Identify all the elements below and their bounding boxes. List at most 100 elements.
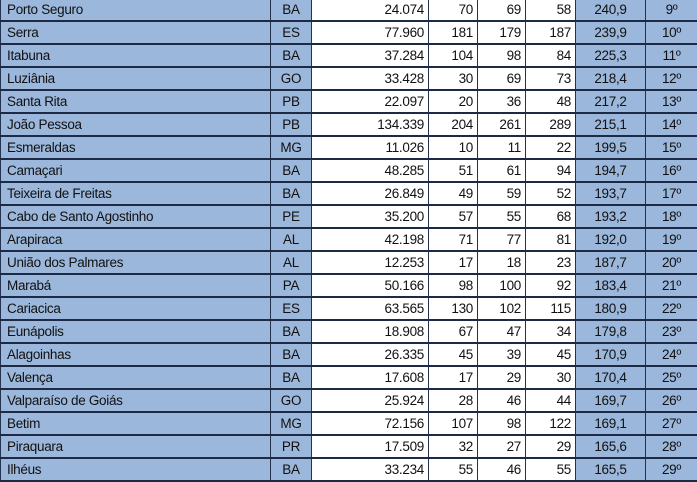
- count-a-cell: 55: [429, 458, 478, 481]
- count-c-cell: 122: [526, 412, 576, 435]
- count-c-cell: 55: [526, 458, 576, 481]
- count-b-cell: 61: [478, 159, 526, 182]
- count-a-cell: 107: [429, 412, 478, 435]
- rank-cell: 26º: [646, 389, 697, 412]
- count-c-cell: 45: [526, 343, 576, 366]
- population-cell: 35.200: [312, 205, 429, 228]
- count-c-cell: 81: [526, 228, 576, 251]
- count-a-cell: 49: [429, 182, 478, 205]
- count-c-cell: 48: [526, 90, 576, 113]
- city-cell: Ilhéus: [1, 458, 271, 481]
- count-c-cell: 94: [526, 159, 576, 182]
- count-c-cell: 29: [526, 435, 576, 458]
- count-b-cell: 47: [478, 320, 526, 343]
- rank-cell: 21º: [646, 274, 697, 297]
- city-cell: Betim: [1, 412, 271, 435]
- count-a-cell: 17: [429, 251, 478, 274]
- rank-cell: 27º: [646, 412, 697, 435]
- state-cell: ES: [271, 297, 312, 320]
- population-cell: 24.074: [312, 0, 429, 21]
- state-cell: BA: [271, 0, 312, 21]
- city-cell: Porto Seguro: [1, 0, 271, 21]
- index-cell: 194,7: [576, 159, 646, 182]
- count-b-cell: 98: [478, 44, 526, 67]
- city-cell: Piraquara: [1, 435, 271, 458]
- index-cell: 165,6: [576, 435, 646, 458]
- count-a-cell: 98: [429, 274, 478, 297]
- index-cell: 218,4: [576, 67, 646, 90]
- population-cell: 48.285: [312, 159, 429, 182]
- state-cell: BA: [271, 366, 312, 389]
- rank-cell: 24º: [646, 343, 697, 366]
- count-a-cell: 70: [429, 0, 478, 21]
- population-cell: 77.960: [312, 21, 429, 44]
- count-a-cell: 10: [429, 136, 478, 159]
- rank-cell: 11º: [646, 44, 697, 67]
- count-b-cell: 29: [478, 366, 526, 389]
- rank-cell: 16º: [646, 159, 697, 182]
- rank-cell: 23º: [646, 320, 697, 343]
- state-cell: GO: [271, 389, 312, 412]
- state-cell: PB: [271, 90, 312, 113]
- count-a-cell: 17: [429, 366, 478, 389]
- rank-cell: 13º: [646, 90, 697, 113]
- count-a-cell: 130: [429, 297, 478, 320]
- index-cell: 179,8: [576, 320, 646, 343]
- count-c-cell: 68: [526, 205, 576, 228]
- index-cell: 225,3: [576, 44, 646, 67]
- population-cell: 50.166: [312, 274, 429, 297]
- index-cell: 170,4: [576, 366, 646, 389]
- city-cell: Eunápolis: [1, 320, 271, 343]
- count-c-cell: 44: [526, 389, 576, 412]
- rank-cell: 20º: [646, 251, 697, 274]
- count-b-cell: 39: [478, 343, 526, 366]
- count-c-cell: 58: [526, 0, 576, 21]
- count-b-cell: 55: [478, 205, 526, 228]
- count-a-cell: 32: [429, 435, 478, 458]
- population-cell: 18.908: [312, 320, 429, 343]
- population-cell: 12.253: [312, 251, 429, 274]
- city-cell: Santa Rita: [1, 90, 271, 113]
- count-b-cell: 98: [478, 412, 526, 435]
- count-a-cell: 28: [429, 389, 478, 412]
- city-cell: Marabá: [1, 274, 271, 297]
- city-cell: Valparaíso de Goiás: [1, 389, 271, 412]
- index-cell: 239,9: [576, 21, 646, 44]
- count-a-cell: 30: [429, 67, 478, 90]
- rank-cell: 10º: [646, 21, 697, 44]
- count-a-cell: 67: [429, 320, 478, 343]
- city-cell: Camaçari: [1, 159, 271, 182]
- count-c-cell: 84: [526, 44, 576, 67]
- index-cell: 165,5: [576, 458, 646, 481]
- count-b-cell: 11: [478, 136, 526, 159]
- count-b-cell: 46: [478, 458, 526, 481]
- count-a-cell: 181: [429, 21, 478, 44]
- state-cell: BA: [271, 182, 312, 205]
- index-cell: 170,9: [576, 343, 646, 366]
- index-cell: 193,2: [576, 205, 646, 228]
- count-a-cell: 71: [429, 228, 478, 251]
- population-cell: 11.026: [312, 136, 429, 159]
- state-cell: GO: [271, 67, 312, 90]
- state-cell: PE: [271, 205, 312, 228]
- population-cell: 17.608: [312, 366, 429, 389]
- count-a-cell: 51: [429, 159, 478, 182]
- count-c-cell: 22: [526, 136, 576, 159]
